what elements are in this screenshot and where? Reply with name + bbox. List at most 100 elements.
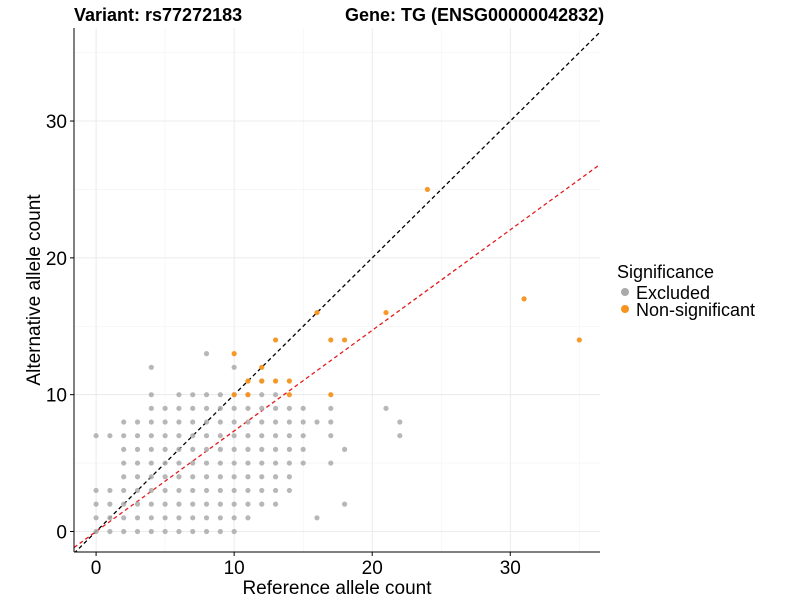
data-point xyxy=(286,487,292,494)
data-point xyxy=(121,501,127,507)
data-point xyxy=(424,186,431,193)
y-tick-label: 0 xyxy=(56,522,67,543)
data-point xyxy=(162,405,168,411)
data-point xyxy=(217,460,223,466)
legend-key-excluded xyxy=(621,288,629,296)
data-point xyxy=(107,515,113,521)
data-point xyxy=(259,378,265,384)
data-point xyxy=(383,405,389,411)
y-tick-label: 10 xyxy=(46,386,67,407)
data-point xyxy=(148,528,154,535)
data-point xyxy=(272,433,279,439)
data-point xyxy=(231,487,237,494)
data-point xyxy=(272,446,279,452)
data-point xyxy=(231,419,237,425)
data-point xyxy=(245,487,251,494)
legend: Significance Excluded Non-significant xyxy=(617,262,755,320)
data-point xyxy=(300,460,306,466)
data-point xyxy=(121,460,127,466)
data-point xyxy=(134,515,141,521)
data-point xyxy=(121,433,127,439)
data-point xyxy=(121,487,127,494)
data-point xyxy=(231,460,237,466)
series-non-significant xyxy=(231,186,582,398)
data-point xyxy=(286,474,292,480)
data-point xyxy=(314,419,320,425)
data-point xyxy=(217,446,223,452)
data-point xyxy=(231,528,237,535)
data-point xyxy=(190,419,196,425)
data-point xyxy=(190,433,196,439)
data-point xyxy=(134,487,141,494)
data-point xyxy=(176,487,182,494)
data-point xyxy=(134,446,141,452)
data-point xyxy=(217,392,223,398)
data-point xyxy=(272,501,279,507)
data-point xyxy=(203,392,210,398)
data-point xyxy=(245,474,251,480)
data-point xyxy=(300,419,306,425)
data-point xyxy=(341,337,348,343)
data-point xyxy=(134,501,141,507)
data-point xyxy=(176,515,182,521)
data-point xyxy=(245,405,251,411)
data-point xyxy=(259,446,265,452)
data-point xyxy=(217,405,223,411)
x-axis-ticks: 0 10 20 30 xyxy=(91,552,521,579)
data-point xyxy=(328,337,334,343)
data-point xyxy=(148,364,154,370)
data-point xyxy=(176,392,182,398)
data-point xyxy=(272,487,279,494)
data-point xyxy=(576,337,582,343)
data-point xyxy=(148,487,154,494)
data-point xyxy=(217,487,223,494)
y-tick-label: 30 xyxy=(46,112,67,133)
data-point xyxy=(203,515,210,521)
series-excluded xyxy=(93,351,403,535)
data-point xyxy=(190,487,196,494)
data-point xyxy=(176,433,182,439)
data-point xyxy=(93,515,99,521)
data-point xyxy=(245,460,251,466)
data-point xyxy=(162,487,168,494)
data-point xyxy=(217,515,223,521)
data-point xyxy=(231,405,237,411)
data-point xyxy=(286,433,292,439)
data-point xyxy=(521,296,527,302)
data-point xyxy=(231,446,237,452)
data-point xyxy=(203,446,210,452)
data-point xyxy=(121,474,127,480)
data-point xyxy=(203,487,210,494)
data-point xyxy=(231,515,237,521)
data-points xyxy=(93,186,582,535)
data-point xyxy=(162,419,168,425)
data-point xyxy=(162,474,168,480)
legend-key-non-significant xyxy=(621,305,629,313)
reference-line-fit xyxy=(74,163,600,549)
data-point xyxy=(176,446,182,452)
data-point xyxy=(259,487,265,494)
data-point xyxy=(190,392,196,398)
y-axis-label: Alternative allele count xyxy=(24,194,45,386)
data-point xyxy=(190,474,196,480)
reference-line-identity xyxy=(74,31,600,552)
data-point xyxy=(272,460,279,466)
data-point xyxy=(134,474,141,480)
x-tick-label: 0 xyxy=(91,558,102,579)
data-point xyxy=(231,501,237,507)
data-point xyxy=(176,474,182,480)
data-point xyxy=(190,460,196,466)
data-point xyxy=(121,419,127,425)
data-point xyxy=(231,392,237,398)
data-point xyxy=(383,309,389,316)
data-point xyxy=(286,460,292,466)
data-point xyxy=(162,446,168,452)
data-point xyxy=(162,433,168,439)
data-point xyxy=(134,528,141,535)
data-point xyxy=(259,419,265,425)
data-point xyxy=(245,392,251,398)
data-point xyxy=(272,419,279,425)
data-point xyxy=(176,405,182,411)
data-point xyxy=(272,392,279,398)
